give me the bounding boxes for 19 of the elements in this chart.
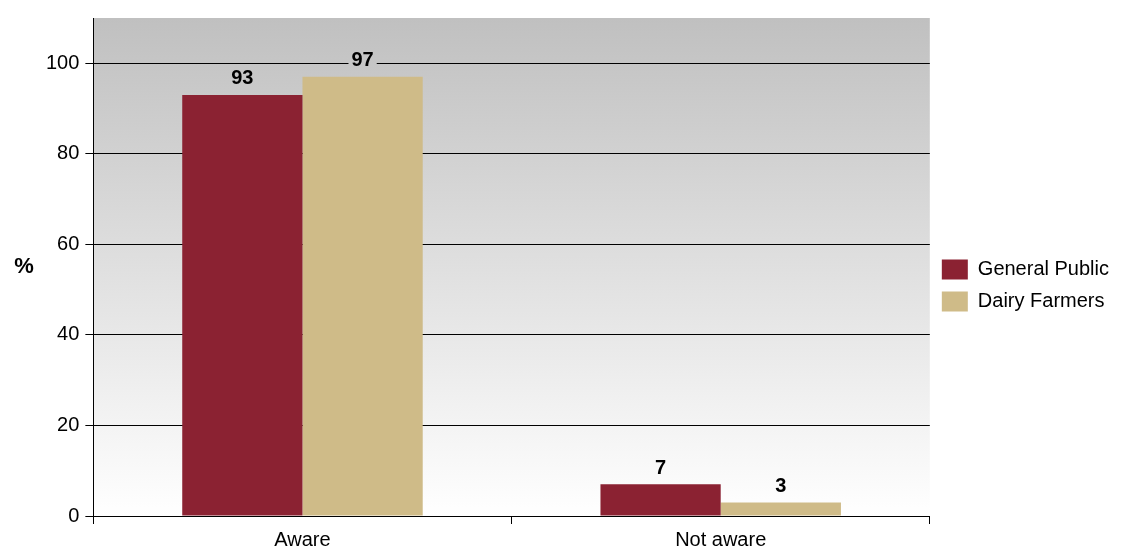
bar xyxy=(600,484,721,516)
bar xyxy=(182,94,303,516)
data-label: 97 xyxy=(351,48,374,71)
data-label: 7 xyxy=(655,455,667,478)
y-tick-label: 0 xyxy=(68,503,80,526)
y-tick-label: 100 xyxy=(45,50,80,73)
y-tick-label: 80 xyxy=(57,141,80,164)
x-tick-label: Not aware xyxy=(675,527,767,550)
y-tick-label: 60 xyxy=(57,231,80,254)
data-label: 93 xyxy=(231,66,254,89)
legend-label: General Public xyxy=(977,257,1110,280)
y-tick-label: 40 xyxy=(57,322,80,345)
x-tick-label: Aware xyxy=(274,527,331,550)
y-tick-label: 20 xyxy=(57,412,80,435)
y-axis-title: % xyxy=(14,253,34,279)
bar xyxy=(302,76,423,516)
bar xyxy=(720,502,841,516)
legend-label: Dairy Farmers xyxy=(977,289,1105,312)
data-label: 3 xyxy=(775,473,787,496)
